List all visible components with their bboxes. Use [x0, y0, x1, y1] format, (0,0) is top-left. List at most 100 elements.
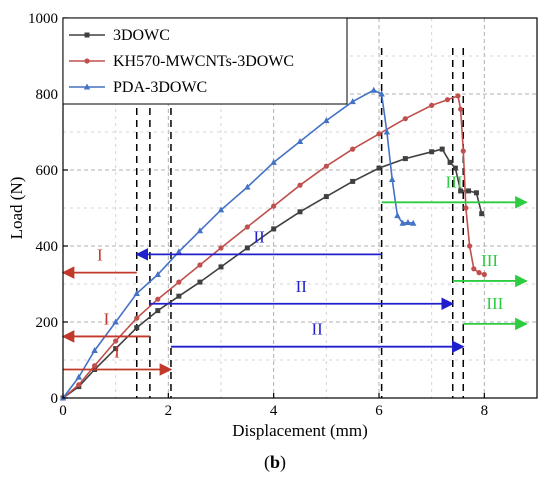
y-tick-label: 800 — [36, 87, 59, 103]
caption-letter: b — [269, 452, 280, 472]
data-point — [83, 83, 91, 90]
data-point — [75, 373, 82, 380]
legend-box — [62, 17, 348, 105]
data-series — [59, 86, 487, 401]
x-tick-label: 2 — [165, 403, 173, 419]
data-point — [113, 338, 119, 344]
data-point — [91, 347, 98, 353]
data-point — [175, 248, 183, 255]
data-point — [134, 325, 140, 331]
x-axis-label: Displacement (mm) — [232, 421, 368, 440]
data-point — [466, 188, 472, 194]
series-group — [60, 93, 487, 401]
data-point — [479, 211, 485, 217]
y-axis-label: Load (N) — [7, 177, 26, 240]
data-point — [134, 315, 140, 321]
data-point — [350, 178, 356, 184]
data-point — [399, 219, 406, 226]
data-point — [447, 159, 453, 165]
data-point — [112, 318, 119, 325]
data-point — [376, 165, 382, 171]
y-tick-label: 0 — [51, 391, 59, 407]
y-tick-label: 600 — [36, 163, 59, 179]
data-point — [323, 163, 329, 169]
data-point — [410, 219, 417, 226]
data-point — [394, 212, 401, 219]
data-point — [481, 271, 487, 278]
data-point — [244, 245, 250, 251]
series-line — [62, 94, 485, 399]
data-point — [383, 128, 391, 135]
phase-label: II — [311, 320, 323, 339]
caption-close: ) — [280, 452, 286, 472]
legend: 3DOWC KH570-MWCNTs-3DOWC PDA-3DOWC — [62, 17, 348, 105]
data-point — [466, 243, 473, 249]
data-point — [463, 205, 469, 211]
data-point — [376, 131, 382, 137]
data-point — [349, 98, 356, 105]
data-point — [402, 116, 408, 122]
series-group — [59, 86, 417, 401]
data-point — [455, 93, 461, 99]
x-tick-label: 6 — [375, 403, 383, 419]
data-point — [444, 97, 451, 103]
phase-label: II — [296, 277, 308, 296]
data-point — [402, 156, 408, 162]
phase-label: III — [486, 294, 503, 313]
legend-entry: 3DOWC — [113, 27, 170, 44]
data-point — [296, 138, 304, 144]
series-group — [60, 146, 485, 401]
data-point — [429, 149, 435, 155]
phase-label: I — [97, 246, 103, 265]
data-point — [218, 264, 224, 270]
phase-boundary-lines — [135, 48, 465, 398]
data-point — [84, 32, 90, 38]
data-point — [473, 190, 479, 196]
data-point — [76, 382, 82, 388]
data-point — [471, 266, 477, 272]
figure-caption: (b) — [0, 452, 550, 473]
legend-entry: KH570-MWCNTs-3DOWC — [113, 53, 294, 70]
axis-ticks: 0 2 4 6 8 0 200 400 600 800 1000 — [28, 11, 488, 419]
phase-label: I — [104, 309, 110, 328]
data-point — [217, 206, 225, 213]
data-point — [271, 203, 277, 209]
data-point — [297, 209, 303, 215]
legend-entry: PDA-3DOWC — [113, 79, 207, 96]
data-point — [154, 271, 161, 277]
data-point — [244, 224, 250, 230]
data-point — [439, 146, 445, 152]
data-point — [244, 183, 251, 190]
data-point — [297, 182, 303, 188]
data-point — [270, 158, 277, 165]
y-tick-label: 200 — [36, 315, 59, 331]
data-point — [271, 226, 277, 232]
caption-open: ( — [263, 452, 270, 472]
x-tick-label: 0 — [59, 403, 67, 419]
data-point — [155, 308, 161, 314]
series-line — [62, 148, 483, 399]
data-point — [155, 296, 161, 302]
phase-label: III — [446, 172, 463, 191]
data-point — [133, 290, 140, 296]
data-point — [218, 245, 224, 251]
data-point — [452, 165, 458, 171]
data-point — [196, 227, 204, 234]
data-point — [388, 176, 396, 182]
data-point — [323, 194, 329, 200]
series-line — [62, 89, 414, 399]
data-point — [176, 279, 182, 285]
data-point — [460, 148, 466, 154]
data-point — [429, 102, 435, 108]
data-point — [113, 346, 119, 352]
data-point — [404, 218, 412, 225]
phase-label: II — [254, 227, 266, 246]
y-tick-label: 400 — [36, 239, 59, 255]
y-tick-label: 1000 — [28, 11, 58, 27]
data-point — [197, 262, 203, 268]
data-point — [458, 106, 464, 112]
x-tick-label: 8 — [481, 403, 489, 419]
data-point — [84, 58, 90, 64]
